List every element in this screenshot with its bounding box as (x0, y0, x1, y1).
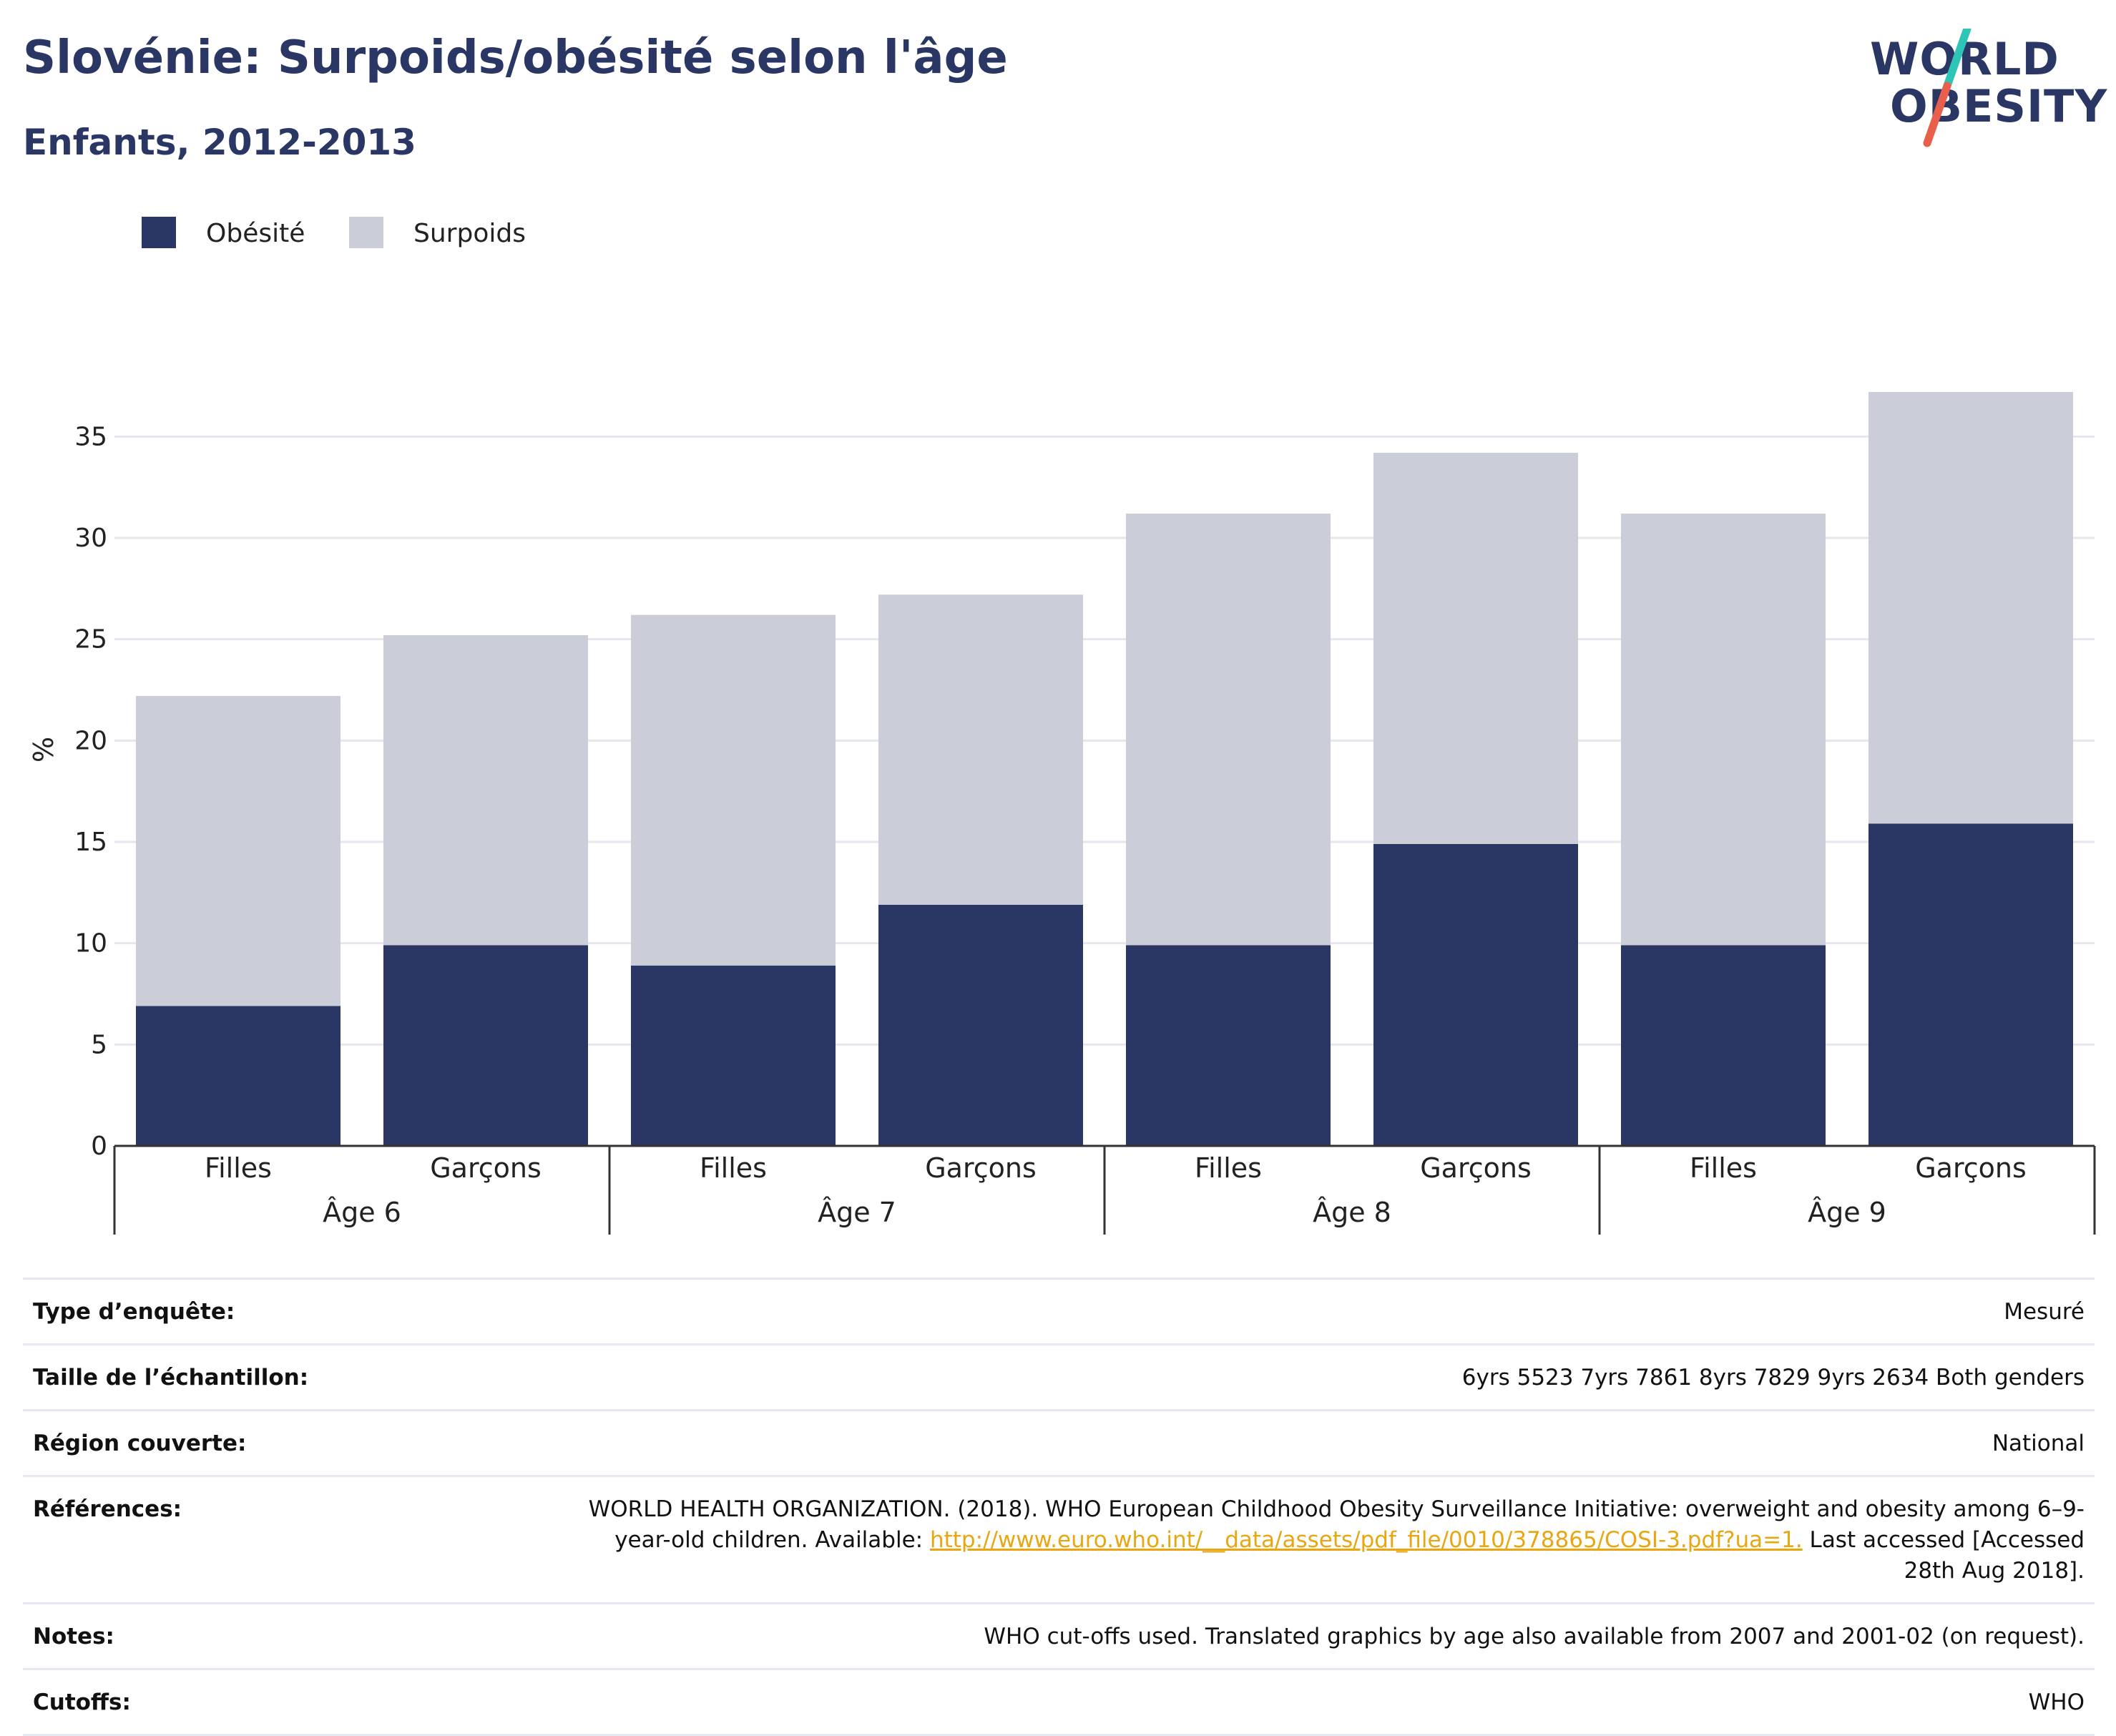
metadata-value: WHO (2028, 1690, 2085, 1715)
logo-slash-icon (1923, 29, 1971, 147)
y-tick-label: 35 (74, 422, 107, 451)
metadata-value: WHO cut-offs used. Translated graphics b… (984, 1624, 2085, 1649)
x-group-label: Âge 6 (323, 1197, 401, 1228)
x-axis: Filles Garçons Filles Garçons Filles Garçons F… (113, 1144, 2096, 1235)
bar-overweight-4 (878, 594, 1083, 905)
y-tick-label: 20 (74, 726, 107, 755)
y-tick-label: 0 (91, 1132, 107, 1161)
bar-obesity-3 (631, 965, 836, 1146)
metadata-label: Cutoffs: (33, 1690, 131, 1715)
x-tick-label: Filles (205, 1152, 272, 1184)
metadata-row: Notes: WHO cut-offs used. Translated grap… (23, 1604, 2095, 1670)
metadata-value: Mesuré (2004, 1299, 2085, 1325)
logo-word-obesity: OBESITY (1890, 80, 2108, 132)
chart-subtitle: Enfants, 2012-2013 (23, 122, 416, 163)
x-group-label: Âge 7 (818, 1197, 896, 1228)
y-tick-label: 15 (74, 828, 107, 857)
metadata-label: Taille de l’échantillon: (33, 1365, 309, 1391)
reference-text: WORLD HEALTH ORGANIZATION. (2018). WHO E… (588, 1496, 2085, 1553)
bar-obesity-8 (1868, 823, 2073, 1146)
x-group-label: Âge 8 (1313, 1197, 1391, 1228)
chart-legend: Obésité Surpoids (142, 217, 526, 248)
metadata-value: WORLD HEALTH ORGANIZATION. (2018). WHO E… (582, 1494, 2085, 1587)
reference-access-note: Last accessed [Accessed 28th Aug 2018]. (1802, 1527, 2085, 1584)
metadata-label: Notes: (33, 1624, 114, 1649)
legend-swatch-obesity (142, 217, 176, 248)
metadata-row: Références: WORLD HEALTH ORGANIZATION. (2… (23, 1477, 2095, 1604)
x-tick-label: Garçons (1420, 1152, 1532, 1184)
reference-link[interactable]: http://www.euro.who.int/__data/assets/pd… (929, 1527, 1803, 1553)
stacked-bar-chart: Obésité Surpoids 0 5 10 15 20 25 30 35% Filles Ga… (28, 217, 2096, 1235)
chart-title: Slovénie: Surpoids/obésité selon l'âge (23, 31, 1008, 84)
metadata-row: Taille de l’échantillon: 6yrs 5523 7yrs 7… (23, 1345, 2095, 1411)
bar-obesity-2 (383, 945, 588, 1146)
bar-obesity-4 (878, 904, 1083, 1146)
y-axis: 0 5 10 15 20 25 30 35% (28, 422, 107, 1161)
metadata-value: National (1992, 1431, 2085, 1456)
bar-overweight-8 (1868, 392, 2073, 824)
bar-overweight-1 (136, 696, 341, 1006)
bar-obesity-1 (136, 1006, 341, 1146)
y-tick-label: 5 (91, 1030, 107, 1059)
metadata-label: Références: (33, 1496, 182, 1522)
x-group-label: Âge 9 (1808, 1197, 1886, 1228)
y-tick-label: 25 (74, 625, 107, 654)
metadata-value: 6yrs 5523 7yrs 7861 8yrs 7829 9yrs 2634 … (1461, 1365, 2085, 1391)
bar-overweight-3 (631, 614, 836, 966)
metadata-row: Type d’enquête: Mesuré (23, 1280, 2095, 1345)
world-obesity-logo: WORLD OBESITY (1860, 29, 2107, 157)
legend-label: Obésité (206, 219, 305, 248)
y-tick-label: 30 (74, 524, 107, 553)
bar-obesity-7 (1621, 945, 1826, 1146)
bar-obesity-5 (1126, 945, 1331, 1146)
x-tick-label: Filles (700, 1152, 767, 1184)
metadata-table: Type d’enquête: Mesuré Taille de l’échanti… (23, 1278, 2095, 1736)
bar-overweight-5 (1126, 514, 1331, 946)
y-tick-label: 10 (74, 929, 107, 958)
metadata-row: Région couverte: National (23, 1411, 2095, 1477)
x-tick-label: Garçons (1915, 1152, 2027, 1184)
bar-overweight-7 (1621, 514, 1826, 946)
x-tick-label: Garçons (925, 1152, 1037, 1184)
metadata-row: Cutoffs: WHO (23, 1670, 2095, 1736)
x-tick-label: Filles (1195, 1152, 1262, 1184)
metadata-label: Région couverte: (33, 1431, 247, 1456)
bar-overweight-6 (1373, 453, 1578, 844)
x-tick-label: Filles (1690, 1152, 1757, 1184)
chart-bars (136, 392, 2073, 1146)
bar-obesity-6 (1373, 843, 1578, 1146)
bar-overweight-2 (383, 635, 588, 946)
legend-swatch-overweight (349, 217, 383, 248)
x-tick-label: Garçons (430, 1152, 542, 1184)
legend-label: Surpoids (413, 219, 526, 248)
metadata-label: Type d’enquête: (33, 1299, 235, 1325)
y-axis-label: % (28, 737, 59, 762)
